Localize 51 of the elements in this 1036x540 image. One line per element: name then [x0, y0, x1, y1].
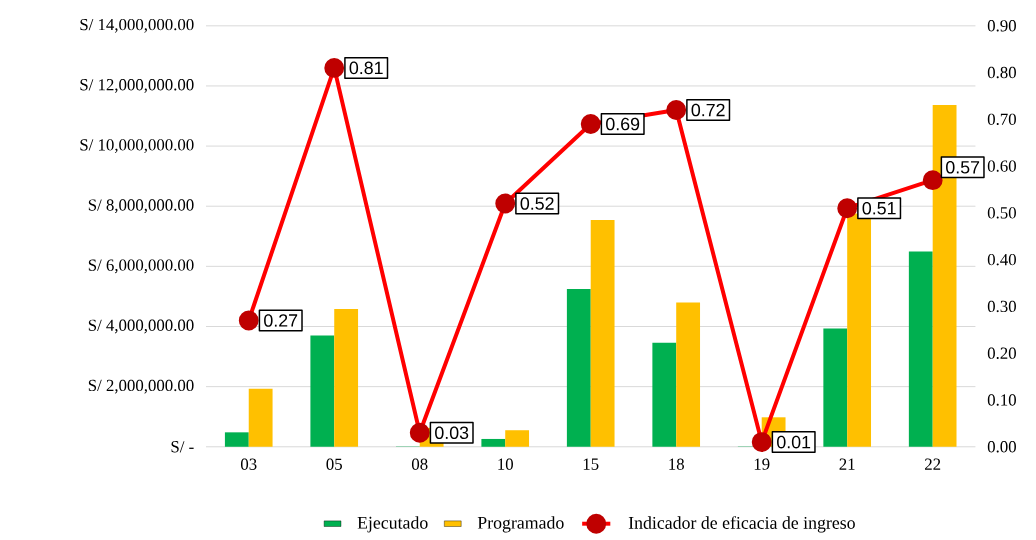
legend-label: Programado	[477, 516, 564, 533]
bar	[590, 220, 615, 447]
y2-tick-label: 0.40	[987, 253, 1016, 266]
bar	[652, 342, 677, 447]
y-tick-label: S/ 4,000,000.00	[88, 319, 194, 334]
data-label: 0.01	[777, 435, 811, 449]
bar	[676, 302, 701, 447]
y-tick-label: S/ 6,000,000.00	[88, 259, 194, 274]
data-label: 0.52	[520, 197, 554, 210]
y-tick-label: S/ 8,000,000.00	[88, 199, 194, 214]
data-label: 0.81	[349, 61, 383, 75]
bar	[481, 438, 506, 447]
bar	[823, 328, 848, 447]
y2-tick-label: 0.20	[987, 347, 1016, 359]
x-tick-label: 19	[754, 458, 770, 470]
data-label: 0.27	[264, 314, 298, 327]
x-tick-label: 21	[839, 458, 855, 470]
x-tick-label: 10	[498, 458, 513, 470]
bar	[908, 251, 933, 447]
bar	[224, 432, 249, 447]
y-tick-label: S/ 12,000,000.00	[80, 79, 194, 93]
y2-tick-label: 0.10	[987, 394, 1016, 406]
data-label: 0.57	[946, 160, 980, 174]
data-label: 0.72	[691, 103, 725, 117]
data-label: 0.03	[435, 426, 469, 439]
legend-label: Indicador de eficacia de ingreso	[628, 516, 855, 533]
y2-tick-label: 0.80	[987, 66, 1016, 79]
bar	[334, 309, 359, 447]
bar	[248, 388, 273, 447]
bar	[566, 288, 591, 447]
y2-tick-label: 0.90	[987, 20, 1016, 32]
y2-tick-label: 0.70	[987, 113, 1016, 126]
bar	[310, 335, 335, 447]
data-label: 0.51	[862, 201, 896, 215]
bar	[505, 430, 530, 447]
y-tick-label: S/ 10,000,000.00	[80, 139, 194, 153]
x-tick-label: 03	[240, 458, 257, 470]
y-tick-label: S/ 14,000,000.00	[80, 18, 194, 33]
y2-tick-label: 0.30	[987, 300, 1016, 313]
y2-tick-label: 0.50	[987, 207, 1016, 219]
y-tick-label: S/ 2,000,000.00	[88, 379, 194, 394]
y2-tick-label: 0.00	[987, 441, 1016, 453]
y2-tick-label: 0.60	[987, 160, 1016, 172]
x-tick-label: 22	[925, 458, 941, 470]
data-label: 0.69	[606, 117, 640, 131]
legend-label: Ejecutado	[357, 516, 428, 533]
x-tick-label: 15	[583, 458, 599, 470]
x-tick-label: 18	[669, 458, 684, 470]
y-tick-label: S/ -	[171, 441, 194, 453]
x-tick-label: 05	[326, 458, 342, 470]
x-tick-label: 08	[411, 458, 428, 470]
